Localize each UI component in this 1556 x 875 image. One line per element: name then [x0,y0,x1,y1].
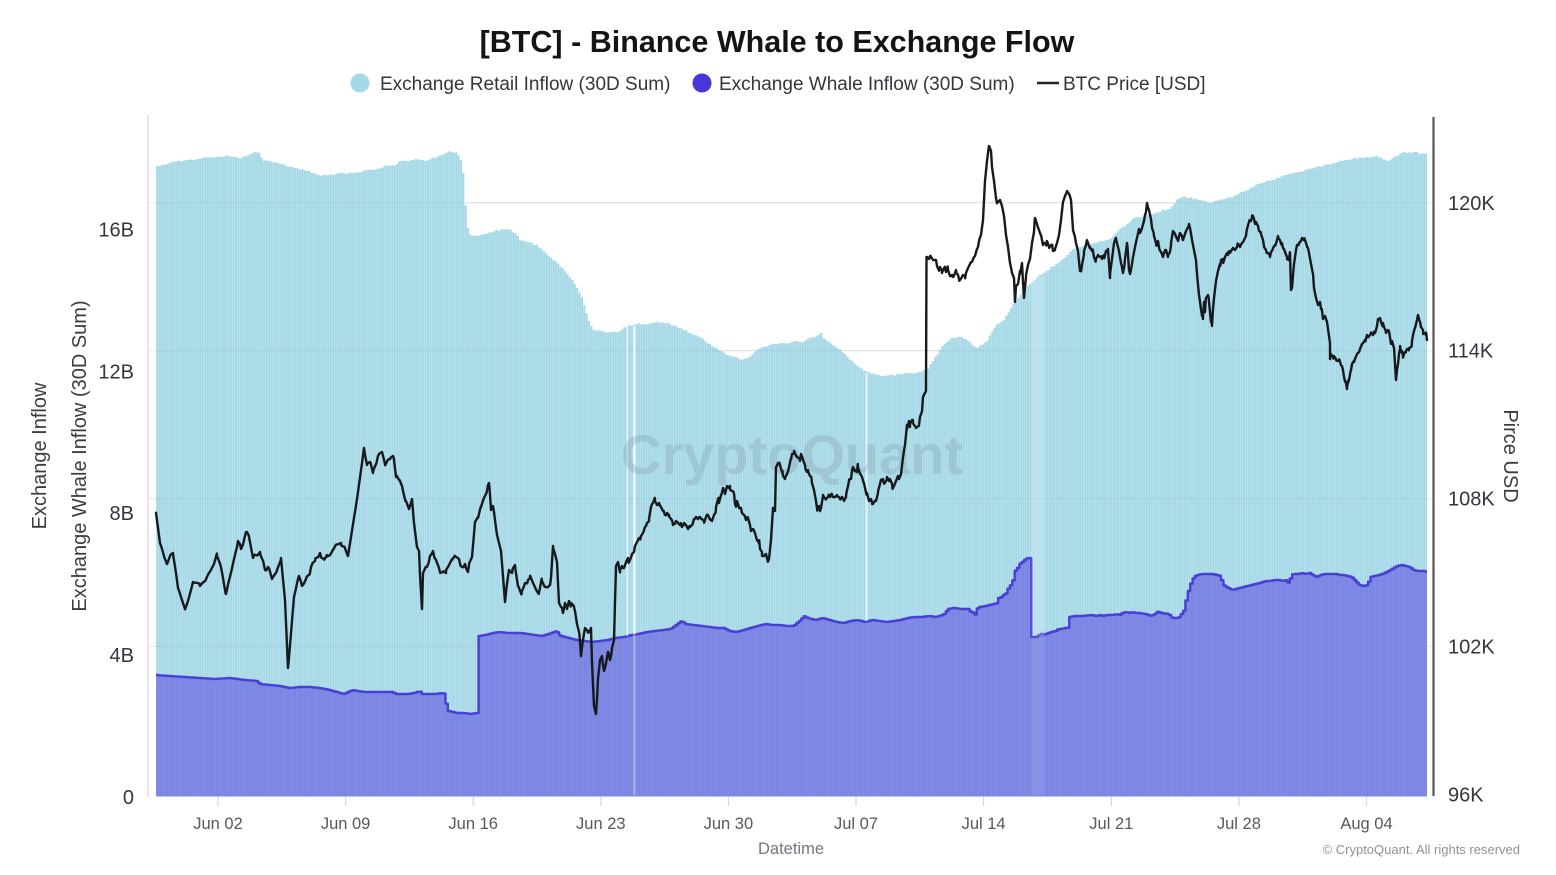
svg-text:Jun 23: Jun 23 [576,815,626,833]
svg-text:Exchange Retail Inflow (30D Su: Exchange Retail Inflow (30D Sum) [380,74,670,95]
svg-text:[BTC] - Binance Whale to Excha: [BTC] - Binance Whale to Exchange Flow [480,25,1075,59]
svg-text:Datetime: Datetime [758,840,824,858]
svg-text:96K: 96K [1448,784,1484,806]
svg-text:BTC Price [USD]: BTC Price [USD] [1063,74,1206,95]
svg-text:Aug 04: Aug 04 [1340,815,1392,833]
svg-text:Jul 14: Jul 14 [962,815,1006,833]
svg-text:12B: 12B [98,361,134,383]
svg-text:Jul 21: Jul 21 [1089,815,1133,833]
svg-text:Pirce USD: Pirce USD [1499,409,1521,502]
svg-text:Jun 16: Jun 16 [448,815,498,833]
svg-text:108K: 108K [1448,489,1495,511]
svg-text:Jun 02: Jun 02 [193,815,243,833]
svg-text:102K: 102K [1448,636,1495,658]
svg-text:4B: 4B [110,645,134,667]
svg-text:120K: 120K [1448,193,1495,215]
svg-text:Jun 30: Jun 30 [704,815,754,833]
svg-text:Jul 28: Jul 28 [1217,815,1261,833]
svg-text:Jun 09: Jun 09 [321,815,371,833]
svg-text:0: 0 [123,787,134,809]
svg-text:Exchange Whale Inflow (30D Sum: Exchange Whale Inflow (30D Sum) [719,74,1015,95]
svg-text:© CryptoQuant. All rights rese: © CryptoQuant. All rights reserved [1323,842,1520,857]
svg-text:114K: 114K [1448,341,1494,363]
svg-text:Exchange Whale Inflow (30D Sum: Exchange Whale Inflow (30D Sum) [69,300,91,611]
svg-text:16B: 16B [98,219,134,241]
svg-text:Jul 07: Jul 07 [834,815,878,833]
svg-text:Exchange Inflow: Exchange Inflow [29,382,51,529]
svg-text:8B: 8B [110,503,134,525]
